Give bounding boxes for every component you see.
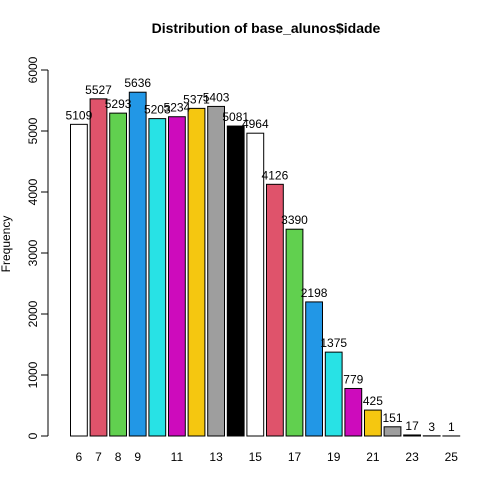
x-tick-label-7: 7 <box>95 450 102 464</box>
bar-18 <box>305 301 324 437</box>
data-label-22: 151 <box>382 411 402 425</box>
data-label-14: 5081 <box>222 110 249 124</box>
x-tick-label-23: 23 <box>405 450 419 464</box>
y-axis-label: Frequency <box>0 216 13 273</box>
bar-14 <box>226 125 245 437</box>
data-label-23: 17 <box>405 419 419 433</box>
data-label-15: 4964 <box>242 117 269 131</box>
y-tick-label: 2000 <box>26 300 40 327</box>
data-label-10: 5203 <box>144 103 171 117</box>
bar-11 <box>168 116 186 437</box>
bar-23 <box>403 434 422 437</box>
bars <box>70 91 461 437</box>
y-axis-ticks: 0 1000 2000 3000 4000 5000 6000 <box>26 56 48 439</box>
x-tick-label-11: 11 <box>171 450 184 464</box>
bar-20 <box>344 387 363 437</box>
bar-17 <box>285 228 304 437</box>
bar-21 <box>364 409 382 437</box>
data-label-7: 5527 <box>85 83 112 97</box>
bar-9 <box>128 91 147 437</box>
y-tick-label: 4000 <box>26 178 40 205</box>
x-tick-label-19: 19 <box>327 450 341 464</box>
x-tick-label-13: 13 <box>209 450 223 464</box>
x-tick-label-8: 8 <box>115 450 122 464</box>
x-tick-label-15: 15 <box>249 450 263 464</box>
bar-8 <box>109 112 127 437</box>
bar-7 <box>89 98 108 437</box>
data-label-25: 1 <box>448 420 455 434</box>
data-label-18: 2198 <box>301 286 328 300</box>
data-label-11: 5234 <box>164 101 191 115</box>
y-tick-label: 0 <box>26 432 40 439</box>
bar-6 <box>70 123 88 437</box>
bar-22 <box>383 426 402 437</box>
y-tick-label: 6000 <box>26 56 40 83</box>
x-tick-label-21: 21 <box>366 450 380 464</box>
data-label-24: 3 <box>428 420 435 434</box>
bar-19 <box>324 351 343 437</box>
data-label-16: 4126 <box>262 168 289 182</box>
data-label-21: 425 <box>363 394 383 408</box>
data-label-20: 779 <box>343 372 363 386</box>
bar-10 <box>148 118 167 437</box>
x-tick-label-6: 6 <box>76 450 83 464</box>
x-tick-label-17: 17 <box>288 450 302 464</box>
data-label-17: 3390 <box>281 213 308 227</box>
data-label-8: 5293 <box>105 97 132 111</box>
bar-15 <box>246 132 265 437</box>
data-label-12: 5371 <box>183 92 210 106</box>
bar-13 <box>207 105 225 437</box>
x-axis-tick-labels: 6 7 8 9 11 13 15 17 19 21 23 25 <box>76 450 459 464</box>
y-tick-label: 5000 <box>26 117 40 144</box>
data-label-13: 5403 <box>203 90 230 104</box>
data-label-9: 5636 <box>124 76 151 90</box>
data-label-6: 5109 <box>66 108 93 122</box>
bar-12 <box>187 107 206 437</box>
x-tick-label-9: 9 <box>134 450 141 464</box>
data-label-19: 1375 <box>320 336 347 350</box>
y-tick-label: 1000 <box>26 361 40 388</box>
y-tick-label: 3000 <box>26 239 40 266</box>
chart-title: Distribution of base_alunos$idade <box>152 20 381 36</box>
x-tick-label-25: 25 <box>445 450 459 464</box>
bar-16 <box>266 183 284 437</box>
